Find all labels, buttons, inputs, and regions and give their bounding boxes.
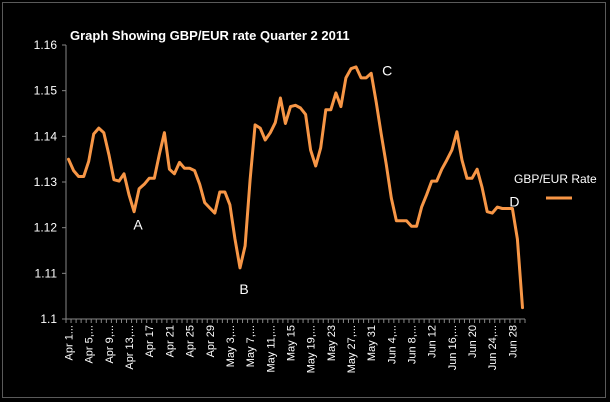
- annotation-label: A: [133, 217, 143, 233]
- x-tick-label: Jun 28: [507, 325, 519, 358]
- x-tick-label: Apr 9,...: [104, 325, 116, 364]
- y-axis: 1.1 1.11 1.12 1.13 1.14 1.15 1.16: [34, 38, 67, 326]
- legend-label: GBP/EUR Rate: [514, 172, 597, 186]
- x-axis: Apr 1... Apr 5,... Apr 9,... Apr 13,... Apr …: [64, 318, 526, 373]
- x-tick-label: Apr 13,...: [124, 325, 136, 370]
- chart-frame: [2, 2, 606, 398]
- x-tick-label: Apr 21: [164, 325, 176, 357]
- series-layer: [67, 65, 524, 310]
- y-tick-label: 1.13: [34, 175, 58, 189]
- x-tick-label: May 15: [285, 325, 297, 361]
- x-tick-label: May 23: [326, 325, 338, 361]
- y-tick-label: 1.15: [34, 84, 58, 98]
- annotation-label: D: [509, 193, 519, 209]
- chart-title: Graph Showing GBP/EUR rate Quarter 2 201…: [70, 28, 350, 43]
- y-tick-label: 1.12: [34, 221, 58, 235]
- series-line-gbp-eur: [67, 65, 524, 310]
- x-tick-label: May 19,...: [306, 325, 318, 373]
- x-tick-label: Jun 4,...: [386, 325, 398, 364]
- x-tick-label: Apr 1...: [64, 325, 76, 360]
- x-tick-label: Jun 8,...: [407, 325, 419, 364]
- annotations-layer: A B C D: [133, 62, 519, 297]
- x-tick-label: Apr 5,...: [84, 325, 96, 364]
- x-tick-label: May 7,...: [245, 325, 257, 367]
- x-tick-label: Jun 20: [467, 325, 479, 358]
- annotation-label: B: [239, 281, 248, 297]
- x-tick-label: Jun 12: [427, 325, 439, 358]
- x-tick-label: Apr 17: [144, 325, 156, 357]
- x-tick-label: May 31: [366, 325, 378, 361]
- y-tick-label: 1.14: [34, 129, 58, 143]
- y-tick-label: 1.16: [34, 38, 58, 52]
- x-tick-label: Jun 16,...: [447, 325, 459, 370]
- x-tick-label: Jun 24,...: [487, 325, 499, 370]
- y-tick-label: 1.1: [40, 312, 57, 326]
- x-tick-label: Apr 29: [205, 325, 217, 357]
- x-tick-label: May 11,...: [265, 325, 277, 372]
- annotation-label: C: [382, 62, 392, 78]
- y-tick-label: 1.11: [35, 266, 58, 280]
- legend: GBP/EUR Rate: [514, 172, 597, 200]
- x-tick-label: May 3,...: [225, 325, 237, 367]
- x-tick-label: May 27,...: [346, 325, 358, 373]
- x-tick-label: Apr 25: [185, 325, 197, 357]
